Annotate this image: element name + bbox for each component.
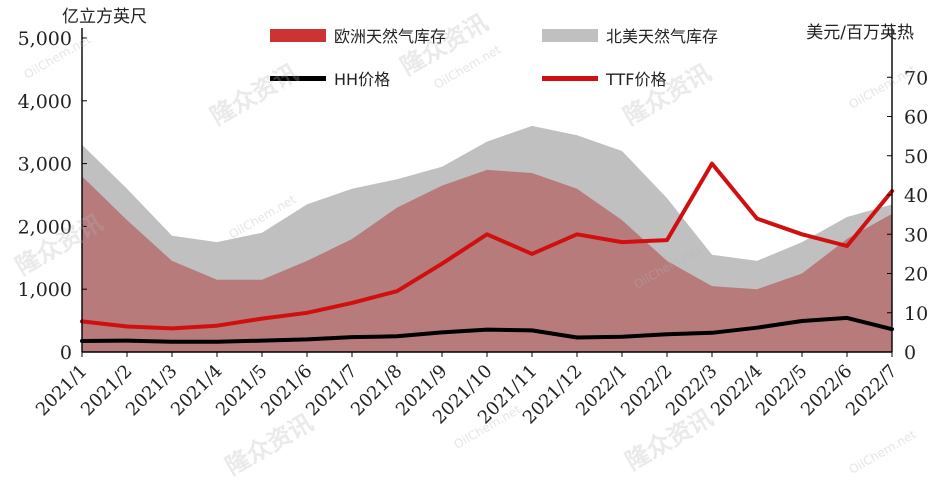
left-axis-unit: 亿立方英尺 [62, 2, 147, 27]
right-tick-label: 20 [904, 264, 928, 286]
left-tick-label: 3,000 [18, 154, 72, 176]
legend-item-na-storage: 北美天然气库存 [542, 23, 718, 47]
right-tick-label: 60 [904, 107, 928, 129]
right-axis-unit: 美元/百万英热 [806, 18, 914, 43]
left-tick-label: 1,000 [18, 279, 72, 301]
right-tick-label: 10 [904, 303, 928, 325]
legend-label-hh-price: HH价格 [334, 66, 390, 90]
right-tick-label: 30 [904, 224, 928, 246]
left-tick-label: 4,000 [18, 91, 72, 113]
x-tick-label: 2022/7 [842, 361, 902, 421]
area-layer [82, 126, 892, 352]
left-tick-label: 0 [60, 342, 72, 364]
right-tick-label: 40 [904, 185, 928, 207]
legend-swatch-na-storage [542, 29, 598, 42]
legend-label-na-storage: 北美天然气库存 [606, 23, 718, 47]
legend-swatch-europe-storage [270, 29, 326, 42]
legend-swatch-ttf-price [542, 76, 598, 81]
right-tick-label: 0 [904, 342, 916, 364]
right-tick-label: 50 [904, 146, 928, 168]
